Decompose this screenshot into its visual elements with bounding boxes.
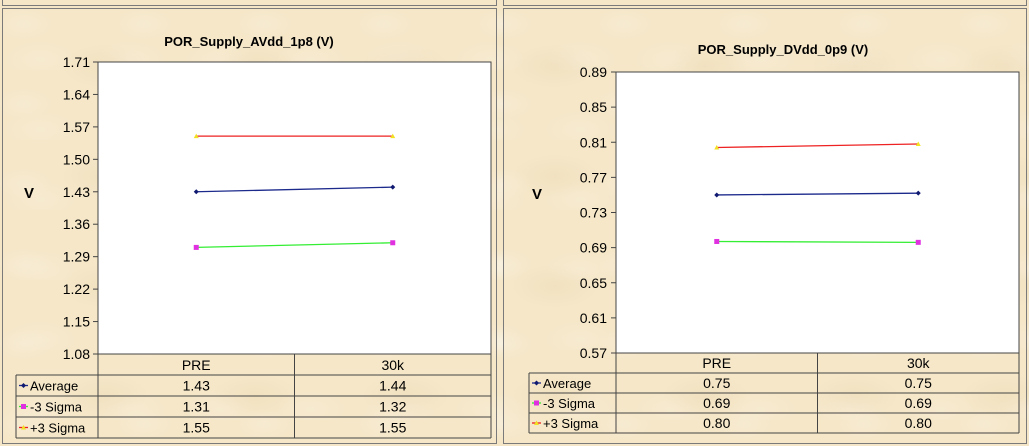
y-tick-label: 1.36 xyxy=(63,216,90,232)
table-value-cell: 1.32 xyxy=(379,399,406,415)
y-tick-label: 0.65 xyxy=(580,275,607,291)
legend-entry: Average xyxy=(30,379,78,394)
y-tick-label: 1.64 xyxy=(63,86,90,102)
table-value-cell: 0.75 xyxy=(905,375,932,391)
legend-key-marker xyxy=(534,400,539,406)
plot-background xyxy=(97,61,492,355)
table-value-cell: 0.80 xyxy=(905,415,932,431)
series-line xyxy=(196,242,393,249)
data-point xyxy=(390,240,396,246)
y-axis-ticks: 1.71 1.64 1.57 1.50 1.43 1.36 1.29 1.22 1.15 1.08 xyxy=(63,54,90,362)
table-header-cell: PRE xyxy=(702,355,731,371)
series-line xyxy=(196,186,393,193)
y-tick-label: 0.85 xyxy=(580,99,607,115)
chart-title: POR_Supply_DVdd_0p9 (V) xyxy=(698,42,868,57)
chart-panel-avdd: POR_Supply_AVdd_1p8 (V) V 1.71 1.64 1.57 1.… xyxy=(2,8,497,444)
data-point xyxy=(915,190,921,196)
legend-entry: -3 Sigma xyxy=(543,396,596,411)
legend-entry: -3 Sigma xyxy=(30,400,83,415)
data-point xyxy=(193,133,199,139)
table-value-cell: 0.75 xyxy=(703,375,730,391)
y-axis-label: V xyxy=(532,186,542,203)
table-value-cell: 1.55 xyxy=(183,420,210,436)
data-point xyxy=(390,133,396,139)
legend-key-marker xyxy=(21,404,26,409)
y-tick-label: 1.43 xyxy=(63,184,90,200)
y-tick-label: 1.57 xyxy=(63,119,90,135)
table-value-cell: 1.44 xyxy=(379,378,406,394)
data-point xyxy=(915,141,921,147)
data-point xyxy=(714,192,720,198)
y-axis-label: V xyxy=(24,185,34,202)
table-header-cell: PRE xyxy=(182,357,211,373)
legend-key-marker xyxy=(21,383,26,388)
upper-panel-edge-left xyxy=(2,0,497,6)
table-header-cell: 30k xyxy=(381,357,405,373)
legend-key-marker xyxy=(534,380,539,386)
data-point xyxy=(714,145,720,150)
chart-panel-dvdd: POR_Supply_DVdd_0p9 (V) V 0.89 0.85 0.81 0.… xyxy=(503,8,1027,444)
data-point xyxy=(714,238,720,244)
y-tick-label: 1.15 xyxy=(63,314,90,330)
y-tick-label: 1.29 xyxy=(63,249,90,265)
y-tick-label: 0.73 xyxy=(580,205,607,221)
data-point xyxy=(390,184,396,190)
series-line xyxy=(716,192,919,196)
y-tick-label: 1.50 xyxy=(63,151,90,167)
legend-entry: +3 Sigma xyxy=(30,421,86,436)
table-value-cell: 0.69 xyxy=(703,395,730,411)
table-value-cell: 1.31 xyxy=(183,399,210,415)
y-axis-ticks: 0.89 0.85 0.81 0.77 0.73 0.69 0.65 0.61 0.57 xyxy=(580,64,607,361)
y-tick-label: 1.22 xyxy=(63,281,90,297)
upper-panel-edge-right xyxy=(503,0,1027,6)
legend-entry: +3 Sigma xyxy=(543,416,599,431)
y-tick-label: 0.57 xyxy=(580,345,607,361)
y-tick-label: 0.61 xyxy=(580,310,607,326)
y-tick-label: 0.69 xyxy=(580,240,607,256)
data-series xyxy=(193,133,396,250)
data-point xyxy=(193,189,199,195)
table-value-cell: 0.69 xyxy=(905,395,932,411)
legend-entry: Average xyxy=(543,376,591,391)
legend-key-marker xyxy=(534,420,539,425)
table-header-cell: 30k xyxy=(907,355,931,371)
y-tick-label: 1.08 xyxy=(63,346,90,362)
data-point xyxy=(915,239,921,245)
series-line xyxy=(716,143,919,149)
series-line xyxy=(716,240,919,244)
legend-key-marker xyxy=(21,425,26,430)
plot-area xyxy=(97,61,492,355)
chart-title: POR_Supply_AVdd_1p8 (V) xyxy=(164,34,334,49)
plot-background xyxy=(615,71,1020,354)
data-table: PRE 30k Average 0.75 0.75 -3 Sigma 0.69 0.69 +3 … xyxy=(528,353,1020,434)
y-tick-label: 0.89 xyxy=(580,64,607,80)
data-point xyxy=(193,244,199,250)
table-value-cell: 1.55 xyxy=(379,420,406,436)
table-value-cell: 1.43 xyxy=(183,378,210,394)
y-tick-label: 0.77 xyxy=(580,169,607,185)
chart-dvdd: POR_Supply_DVdd_0p9 (V) V 0.890.850.810.… xyxy=(528,42,1020,434)
plot-area xyxy=(615,71,1020,354)
y-tick-label: 1.71 xyxy=(63,54,90,70)
data-series xyxy=(714,141,921,245)
chart-avdd: POR_Supply_AVdd_1p8 (V) V 1.711.641.571.… xyxy=(15,34,492,439)
table-value-cell: 0.80 xyxy=(703,415,730,431)
data-table: PRE 30k Average 1.43 1.44 -3 Sigma 1.31 1.32 +3 … xyxy=(15,354,492,439)
y-tick-label: 0.81 xyxy=(580,134,607,150)
